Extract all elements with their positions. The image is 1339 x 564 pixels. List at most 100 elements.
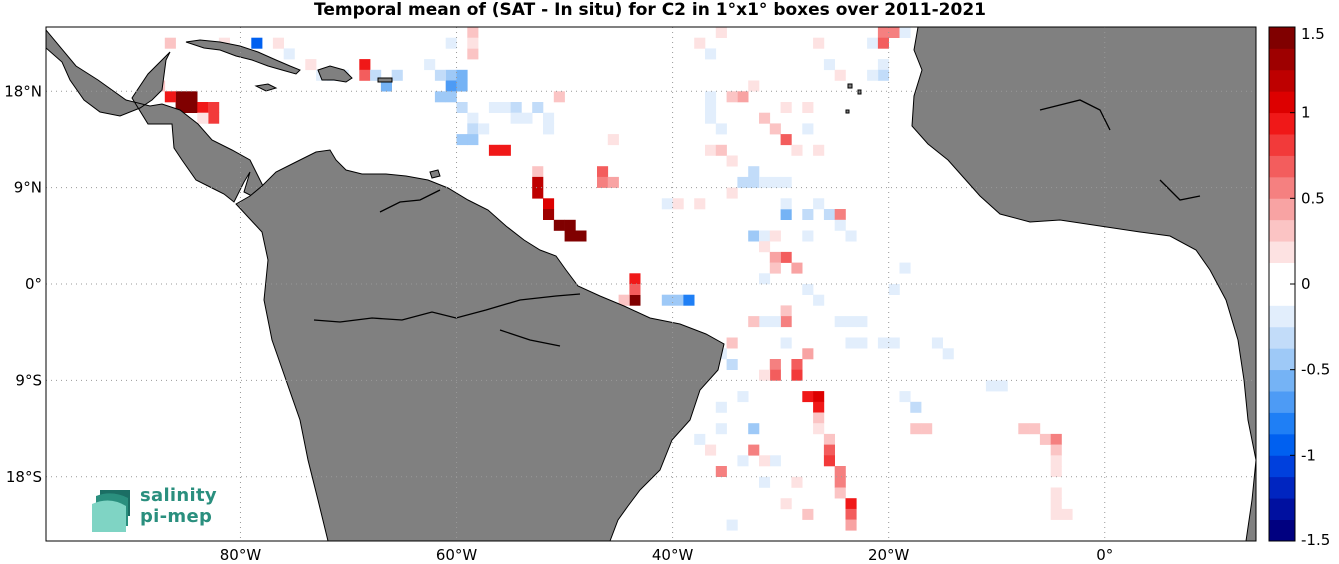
axis-ticks: 80°W 60°W 40°W 20°W 0° 18°N 9°N 0° 9°S 18°S	[4, 82, 1113, 564]
data-cell	[780, 305, 792, 317]
data-cell	[197, 112, 209, 124]
x-tick-label: 0°	[1096, 546, 1113, 564]
data-cell	[834, 466, 846, 477]
data-cell	[705, 144, 717, 156]
data-cell	[164, 37, 176, 49]
data-cell	[813, 37, 825, 49]
colorbar-tick-label: 0.5	[1301, 189, 1325, 207]
data-cell	[780, 251, 792, 263]
africa-land	[911, 27, 1256, 541]
rivers-and-borders	[313, 99, 1201, 347]
colorbar-segment	[1269, 27, 1295, 49]
y-tick-label: 9°S	[15, 371, 42, 389]
data-cell	[802, 508, 814, 520]
data-cell	[910, 423, 922, 435]
data-cell	[759, 369, 771, 381]
data-cell	[694, 37, 706, 49]
data-cell	[834, 487, 846, 499]
y-tick-label: 0°	[25, 275, 42, 293]
data-cell	[164, 91, 176, 103]
data-cell	[532, 176, 544, 188]
data-cell	[769, 316, 781, 328]
data-cell	[813, 412, 825, 424]
data-cell	[694, 433, 706, 445]
data-cell	[532, 102, 544, 113]
data-cell	[802, 209, 814, 220]
data-cell	[283, 48, 295, 60]
data-cell	[813, 401, 825, 413]
data-cell	[1050, 466, 1062, 477]
data-cell	[802, 102, 814, 113]
data-cell	[769, 369, 781, 381]
data-cell	[175, 91, 187, 103]
graticule	[46, 27, 1256, 541]
data-cell	[424, 59, 436, 71]
colorbar-segment	[1269, 134, 1295, 156]
data-cell	[759, 241, 771, 253]
data-cell	[467, 48, 479, 60]
data-cell	[715, 423, 727, 435]
trinidad-land	[429, 169, 441, 179]
map-area	[46, 27, 1256, 541]
data-cell	[445, 80, 457, 92]
data-cell	[737, 176, 749, 188]
data-cell	[391, 69, 403, 81]
data-cell	[845, 230, 857, 242]
data-cell	[618, 294, 630, 306]
data-cell	[532, 166, 544, 178]
data-cell	[769, 359, 781, 370]
data-cell	[737, 391, 749, 403]
data-cell	[715, 401, 727, 413]
data-cell	[456, 134, 468, 146]
orinoco-river	[379, 189, 441, 213]
data-cell	[715, 27, 727, 38]
colorbar-segment	[1269, 176, 1295, 199]
data-cell	[791, 476, 803, 488]
puerto-rico-land	[377, 77, 393, 83]
data-cell	[499, 102, 511, 113]
data-cell	[780, 102, 792, 113]
data-cell	[813, 423, 825, 435]
data-cell	[510, 112, 522, 124]
data-cell	[996, 380, 1008, 392]
data-cell	[445, 37, 457, 49]
data-cell	[467, 37, 479, 49]
colorbar-tick-label: 1.5	[1301, 25, 1325, 43]
data-cell	[769, 176, 781, 188]
data-cell	[823, 433, 835, 445]
colorbar-segment	[1269, 455, 1295, 478]
data-cell	[845, 337, 857, 349]
data-cell	[272, 37, 284, 49]
colorbar-segment	[1269, 219, 1295, 242]
data-cell	[705, 102, 717, 113]
data-cell	[564, 219, 576, 231]
x-tick-label: 60°W	[436, 546, 478, 564]
data-cell	[186, 102, 198, 113]
data-cell	[467, 134, 479, 146]
data-cell	[834, 476, 846, 488]
data-cell	[488, 102, 500, 113]
data-cell	[942, 348, 954, 360]
x-tick-label: 40°W	[652, 546, 694, 564]
data-cell	[575, 230, 587, 242]
data-cell	[478, 123, 490, 135]
data-cell	[597, 176, 609, 188]
data-cell	[931, 337, 943, 349]
data-cell	[359, 69, 371, 81]
data-cell	[359, 59, 371, 71]
jamaica-land	[254, 83, 278, 92]
data-cell	[748, 166, 760, 178]
data-cell	[726, 359, 738, 370]
colorbar-segment	[1269, 433, 1295, 456]
colorbar-segment	[1269, 476, 1295, 499]
data-cell	[208, 102, 220, 113]
data-cell	[748, 423, 760, 435]
data-cell	[769, 455, 781, 467]
data-cell	[726, 187, 738, 199]
colorbar-segment	[1269, 198, 1295, 221]
data-cell	[985, 380, 997, 392]
data-cell	[1050, 508, 1062, 520]
data-cell	[780, 198, 792, 210]
data-cell	[748, 444, 760, 456]
colorbar-segment	[1269, 326, 1295, 349]
